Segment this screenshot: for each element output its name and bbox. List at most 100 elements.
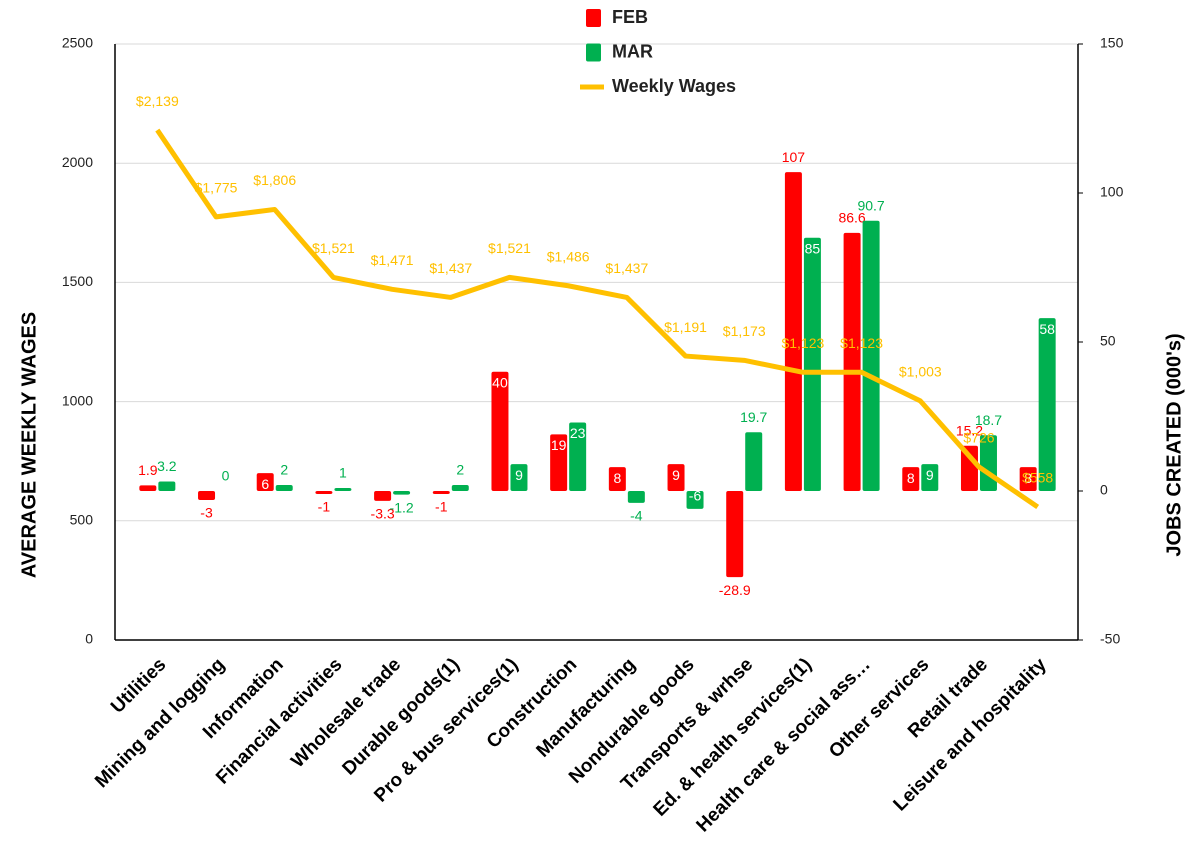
x-tick-label: Manufacturing <box>533 654 640 761</box>
y-tick-label: 1500 <box>62 273 93 289</box>
data-label: 1 <box>339 465 347 481</box>
bar <box>745 432 763 491</box>
bar <box>432 491 450 494</box>
bar <box>667 464 685 491</box>
data-label: -28.9 <box>719 582 751 598</box>
bar <box>902 467 920 491</box>
data-label: $1,486 <box>547 248 590 264</box>
bar <box>451 485 469 491</box>
data-label: 8 <box>1024 470 1032 486</box>
data-label: $558 <box>1022 470 1053 486</box>
y2-tick-label: 0 <box>1100 482 1108 498</box>
data-label: -3 <box>200 505 213 521</box>
bar <box>843 232 861 491</box>
data-label: $1,437 <box>429 260 472 276</box>
data-label: 9 <box>926 467 934 483</box>
y2-tick-label: 100 <box>1100 184 1124 200</box>
data-label: -1.2 <box>390 499 414 515</box>
y-tick-label: 2500 <box>62 35 93 51</box>
bar <box>960 445 978 491</box>
bar <box>158 481 176 491</box>
x-tick-label: Wholesale trade <box>287 654 405 772</box>
y-tick-label: 500 <box>70 512 94 528</box>
y2-tick-label: 150 <box>1100 35 1124 51</box>
bar <box>374 491 392 501</box>
y-tick-label: 2000 <box>62 154 93 170</box>
data-label: -4 <box>630 508 643 524</box>
y-tick-label: 0 <box>85 631 93 647</box>
bar <box>334 488 352 491</box>
bar <box>550 434 568 491</box>
bar <box>1038 318 1056 491</box>
data-label: 3.2 <box>157 458 177 474</box>
data-label: 8 <box>907 470 915 486</box>
legend-swatch <box>586 43 601 62</box>
bar <box>608 467 626 491</box>
data-label: 19 <box>551 437 567 453</box>
bar <box>491 371 509 491</box>
data-label: $1,437 <box>605 260 648 276</box>
data-label: $1,806 <box>253 172 296 188</box>
data-label: -3.3 <box>371 506 395 522</box>
data-label: $1,521 <box>312 240 355 256</box>
data-label: 15.2 <box>956 422 983 438</box>
data-label: 58 <box>1039 321 1055 337</box>
bar <box>1019 467 1037 491</box>
bar <box>139 485 157 491</box>
data-label: 2 <box>280 462 288 478</box>
legend-label: Weekly Wages <box>612 76 736 96</box>
data-label: $1,123 <box>781 335 824 351</box>
legend-swatch <box>586 9 601 27</box>
data-label: -6 <box>689 488 702 504</box>
data-label: 107 <box>782 149 806 165</box>
bar <box>275 485 293 491</box>
data-label: 0 <box>222 468 230 484</box>
data-label: 2 <box>456 462 464 478</box>
data-label: 1.9 <box>138 462 158 478</box>
data-label: -1 <box>435 499 448 515</box>
bar <box>510 464 528 491</box>
data-label: $726 <box>963 430 994 446</box>
data-label: 6 <box>261 476 269 492</box>
data-label: 19.7 <box>740 409 767 425</box>
legend-label: FEB <box>612 7 648 27</box>
bar <box>803 237 821 491</box>
legend-label: MAR <box>612 41 653 61</box>
bar <box>627 491 645 503</box>
data-label: 18.7 <box>975 412 1002 428</box>
bar <box>393 491 411 495</box>
bar <box>198 491 216 500</box>
data-label: 90.7 <box>857 197 884 213</box>
data-label: 85 <box>805 240 821 256</box>
data-label: 9 <box>672 467 680 483</box>
bar <box>569 422 587 491</box>
data-label: $1,521 <box>488 240 531 256</box>
bar <box>784 172 802 491</box>
data-label: $1,775 <box>195 180 238 196</box>
y-axis-title: AVERAGE WEEKLY WAGES <box>18 312 40 578</box>
bar <box>256 473 274 491</box>
data-label: $1,173 <box>723 323 766 339</box>
data-label: 23 <box>570 425 586 441</box>
y2-tick-label: 50 <box>1100 333 1116 349</box>
data-label: $1,003 <box>899 364 942 380</box>
data-label: $1,191 <box>664 319 707 335</box>
x-tick-label: Other services <box>825 654 933 762</box>
data-label: $2,139 <box>136 93 179 109</box>
bar <box>686 491 704 509</box>
data-label: $1,123 <box>840 335 883 351</box>
data-label: -1 <box>318 499 331 515</box>
data-label: $1,471 <box>371 252 414 268</box>
bar <box>315 491 333 494</box>
data-label: 86.6 <box>838 210 865 226</box>
y2-axis-title: JOBS CREATED (000's) <box>1163 333 1185 556</box>
bar <box>862 220 880 492</box>
data-label: 40 <box>492 375 508 391</box>
data-label: 9 <box>515 467 523 483</box>
y2-tick-label: -50 <box>1100 631 1120 647</box>
y-tick-label: 1000 <box>62 392 93 408</box>
bar <box>726 491 744 578</box>
bar <box>921 464 939 491</box>
line <box>155 128 1040 510</box>
